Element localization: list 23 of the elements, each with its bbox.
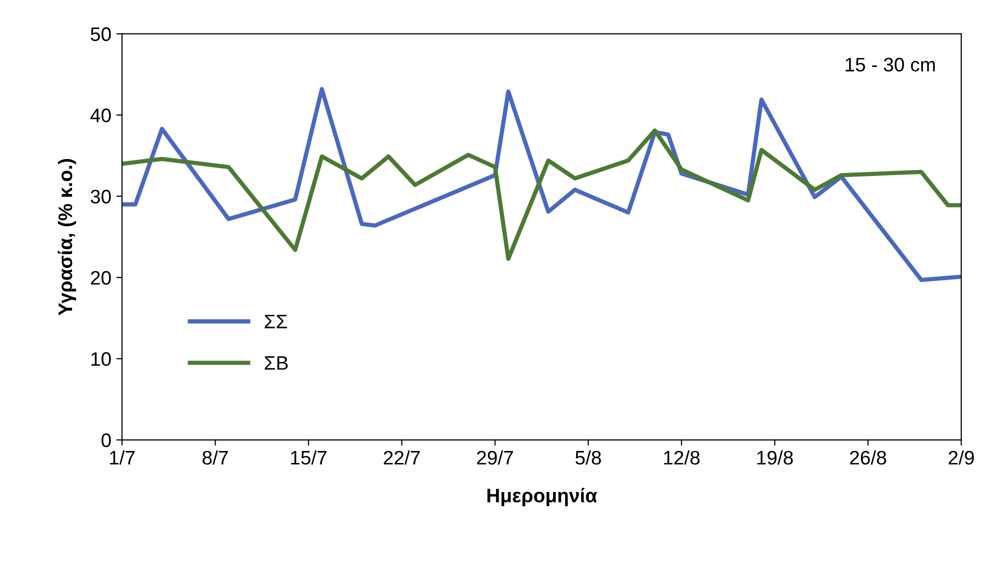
x-tick-label: 8/7	[202, 450, 228, 465]
x-tick-label: 5/8	[576, 450, 601, 465]
x-tick-label: 1/7	[110, 450, 135, 465]
line-series	[122, 86, 962, 282]
x-axis-title: Ημερομηνία	[487, 488, 597, 506]
y-tick-label: 50	[90, 27, 111, 42]
y-axis-title: Υγρασία, (% κ.ο.)	[58, 159, 76, 316]
annotation: 15 - 30 cm	[846, 58, 935, 72]
x-tick-label: 2/9	[948, 450, 974, 465]
x-tick-label: 22/7	[384, 450, 420, 465]
y-tick-label: 0	[102, 433, 111, 448]
x-tick-label: 29/7	[477, 450, 513, 465]
y-tick-label: 40	[90, 108, 111, 122]
x-tick-label: 19/8	[757, 450, 793, 465]
x-tick-label: 26/8	[850, 450, 886, 465]
y-tick-label: 30	[90, 190, 111, 204]
legend-label: ΣΣ	[264, 314, 288, 328]
x-tick-label: 15/7	[291, 450, 326, 465]
y-tick-label: 20	[90, 270, 111, 285]
y-tick-label: 10	[91, 352, 111, 366]
line-series	[122, 128, 962, 261]
x-tick-label: 12/8	[664, 450, 700, 465]
legend-label: ΣΒ	[264, 356, 288, 370]
